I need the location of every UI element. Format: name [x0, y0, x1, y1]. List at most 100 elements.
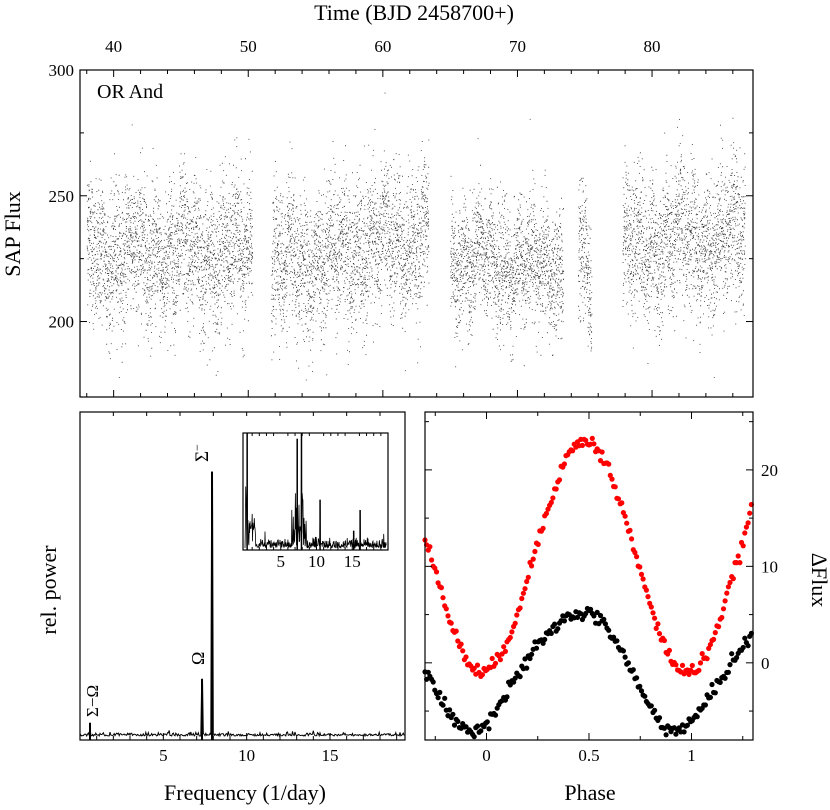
phase-point-upper: [458, 641, 464, 647]
phase-point-upper: [530, 556, 536, 562]
phase-point-upper: [497, 657, 503, 663]
phase-point-upper: [525, 574, 531, 580]
inset-periodogram-line: [244, 432, 387, 550]
phase-point-upper: [433, 569, 440, 575]
phase-point-upper: [606, 461, 612, 467]
phase-point-lower: [504, 694, 510, 700]
phase-fold-ylabel: ΔFlux: [807, 553, 830, 608]
phase-point-upper: [696, 667, 702, 673]
phase-point-upper: [455, 638, 461, 644]
phase-point-upper: [524, 578, 530, 585]
periodogram-ylabel: rel. power: [36, 545, 61, 635]
phase-point-upper: [540, 525, 546, 532]
phase-point-lower: [722, 675, 728, 681]
phase-point-upper: [501, 644, 507, 650]
phase-point-lower: [552, 621, 558, 627]
phase-point-lower: [648, 703, 654, 709]
pg-xtick-label: 10: [238, 746, 255, 765]
phase-point-lower: [510, 679, 517, 685]
phase-point-upper: [609, 476, 615, 482]
phase-point-lower: [478, 728, 484, 734]
phase-point-lower: [435, 695, 441, 701]
phase-point-upper: [643, 587, 650, 593]
phase-point-upper: [591, 441, 597, 447]
phase-point-upper: [653, 625, 659, 632]
inset-trace: [244, 432, 387, 549]
phase-point-lower: [555, 626, 561, 632]
phase-point-upper: [443, 606, 449, 612]
phase-point-upper: [445, 613, 451, 619]
phase-point-upper: [453, 628, 459, 634]
phase-point-upper: [742, 530, 748, 536]
top-axis-title: Time (BJD 2458700+): [314, 0, 514, 25]
phase-point-upper: [645, 594, 651, 600]
phase-point-upper: [507, 634, 513, 641]
phase-point-upper: [543, 510, 550, 517]
phase-point-upper: [719, 614, 725, 621]
phase-point-lower: [614, 638, 620, 644]
phase-point-upper: [460, 648, 466, 654]
phase-point-upper: [634, 554, 640, 560]
phase-point-upper: [438, 585, 444, 591]
lc-ytick-label: 250: [49, 187, 75, 206]
phase-point-lower: [524, 665, 530, 671]
peak-label-beat: Σ−Ω: [83, 685, 102, 717]
phase-point-upper: [699, 651, 705, 657]
phase-point-lower: [725, 669, 732, 675]
phase-point-lower: [673, 731, 679, 737]
phase-point-upper: [570, 448, 576, 454]
phase-point-lower: [591, 613, 597, 619]
inset-xtick-label: 10: [308, 552, 325, 571]
phase-fold-frame: [424, 411, 754, 741]
phase-point-lower: [625, 660, 632, 666]
light-curve-ylabel: SAP Flux: [0, 191, 25, 276]
ph-xtick-label: 0: [482, 746, 491, 765]
phase-point-upper: [622, 513, 628, 519]
phase-point-upper: [716, 624, 722, 630]
phase-point-lower: [527, 655, 533, 662]
phase-point-lower: [597, 612, 604, 619]
peak-label-omega: Ω: [188, 652, 208, 665]
lc-ytick-label: 200: [49, 313, 75, 332]
phase-point-lower: [442, 695, 448, 701]
phase-point-upper: [463, 654, 469, 660]
phase-point-upper: [650, 610, 656, 616]
phase-point-upper: [561, 461, 568, 467]
lc-xtick-label: 70: [509, 37, 526, 56]
phase-point-upper: [427, 544, 433, 550]
periodogram-line: [79, 471, 405, 740]
lc-xtick-label: 50: [240, 37, 257, 56]
phase-point-upper: [599, 449, 605, 455]
phase-point-upper: [711, 636, 717, 643]
phase-point-lower: [574, 614, 581, 621]
phase-point-lower: [484, 719, 490, 725]
phase-point-lower: [561, 618, 568, 624]
phase-point-upper: [722, 598, 728, 604]
phase-point-upper: [745, 520, 751, 526]
periodogram-ticks: 5 10 15: [79, 412, 398, 765]
phase-point-upper: [673, 662, 679, 668]
phase-point-lower: [630, 667, 636, 673]
phase-point-lower: [684, 722, 691, 728]
phase-point-upper: [725, 584, 732, 590]
phase-point-upper: [637, 564, 643, 570]
phase-point-lower: [542, 636, 548, 643]
phase-point-upper: [655, 621, 661, 627]
phase-point-upper: [589, 435, 595, 441]
inset-ticks: 5 10 15: [251, 433, 382, 571]
peak-label-sigma-minus: Σ−: [190, 444, 213, 462]
phase-point-upper: [448, 620, 454, 626]
phase-point-lower: [602, 621, 609, 627]
ph-xtick-label: 0.5: [578, 746, 599, 765]
phase-point-upper: [520, 590, 527, 596]
phase-point-lower: [522, 656, 528, 662]
object-label: OR And: [97, 81, 163, 103]
phase-point-lower: [533, 645, 540, 651]
pg-xtick-label: 5: [159, 746, 168, 765]
phase-point-upper: [429, 557, 435, 563]
phase-point-lower: [529, 651, 535, 657]
inset-xtick-label: 5: [277, 552, 286, 571]
phase-point-lower: [594, 609, 600, 616]
light-curve-points: [86, 92, 746, 381]
